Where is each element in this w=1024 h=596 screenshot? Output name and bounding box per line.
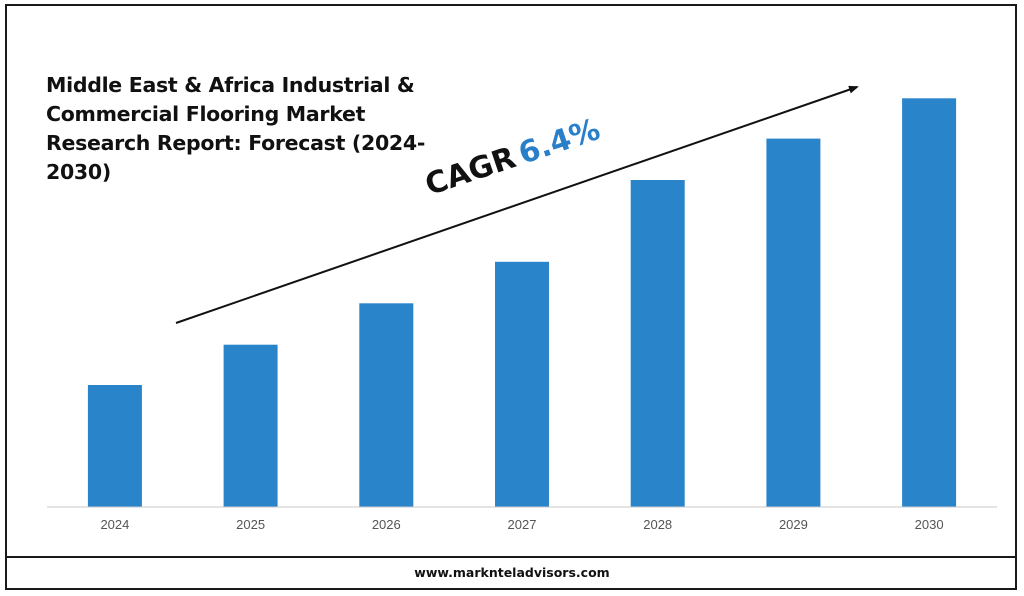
bar-2029 (766, 138, 821, 507)
x-tick-label-2030: 2030 (915, 517, 944, 532)
x-tick-label-2027: 2027 (508, 517, 537, 532)
x-tick-labels: 2024 2025 2026 2027 2028 2029 2030 (100, 517, 943, 532)
x-tick-label-2028: 2028 (643, 517, 672, 532)
bars-group (87, 98, 957, 508)
x-tick-label-2029: 2029 (779, 517, 808, 532)
bar-2024 (87, 385, 142, 507)
x-tick-label-2026: 2026 (372, 517, 401, 532)
footer-divider (7, 556, 1015, 558)
x-tick-label-2025: 2025 (236, 517, 265, 532)
chart-title: Middle East & Africa Industrial & Commer… (46, 73, 426, 184)
x-tick-label-2024: 2024 (100, 517, 129, 532)
bar-2030 (902, 98, 957, 508)
bar-2025 (223, 344, 278, 507)
bar-2026 (359, 303, 414, 507)
trend-arrow (175, 85, 859, 324)
bar-2028 (630, 180, 685, 507)
bar-2027 (495, 261, 549, 507)
footer-website: www.marknteladvisors.com (414, 565, 610, 580)
